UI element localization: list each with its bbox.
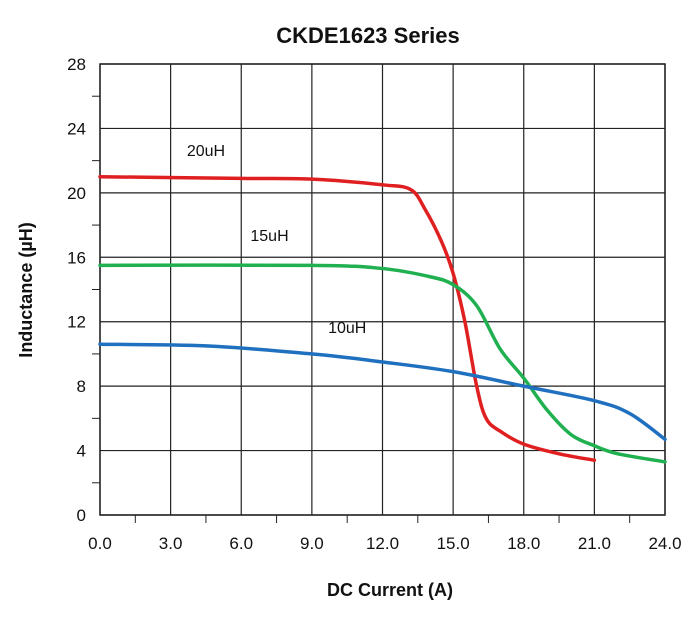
- y-tick-label: 24: [67, 119, 86, 138]
- series-line-10uH: [98, 342, 667, 442]
- y-tick-label: 4: [77, 442, 86, 461]
- series-line-20uH: [98, 175, 597, 462]
- x-tick-label: 0.0: [88, 534, 112, 553]
- y-tick-label: 12: [67, 313, 86, 332]
- x-tick-label: 3.0: [159, 534, 183, 553]
- series-line-15uH: [98, 263, 667, 464]
- series-label-20uH: 20uH: [187, 143, 225, 160]
- x-tick-label: 12.0: [366, 534, 399, 553]
- y-tick-label: 0: [77, 506, 86, 525]
- series-label-10uH: 10uH: [328, 320, 366, 337]
- x-axis-label: DC Current (A): [327, 580, 453, 600]
- x-tick-label: 15.0: [437, 534, 470, 553]
- y-tick-label: 28: [67, 55, 86, 74]
- y-axis-label: Inductance (µH): [16, 222, 36, 357]
- chart-title: CKDE1623 Series: [276, 23, 459, 48]
- y-tick-label: 20: [67, 184, 86, 203]
- y-tick-label: 16: [67, 248, 86, 267]
- x-tick-label: 18.0: [507, 534, 540, 553]
- x-tick-label: 24.0: [648, 534, 681, 553]
- x-tick-label: 6.0: [229, 534, 253, 553]
- y-tick-label: 8: [77, 377, 86, 396]
- x-tick-label: 9.0: [300, 534, 324, 553]
- series-label-15uH: 15uH: [250, 228, 288, 245]
- x-tick-label: 21.0: [578, 534, 611, 553]
